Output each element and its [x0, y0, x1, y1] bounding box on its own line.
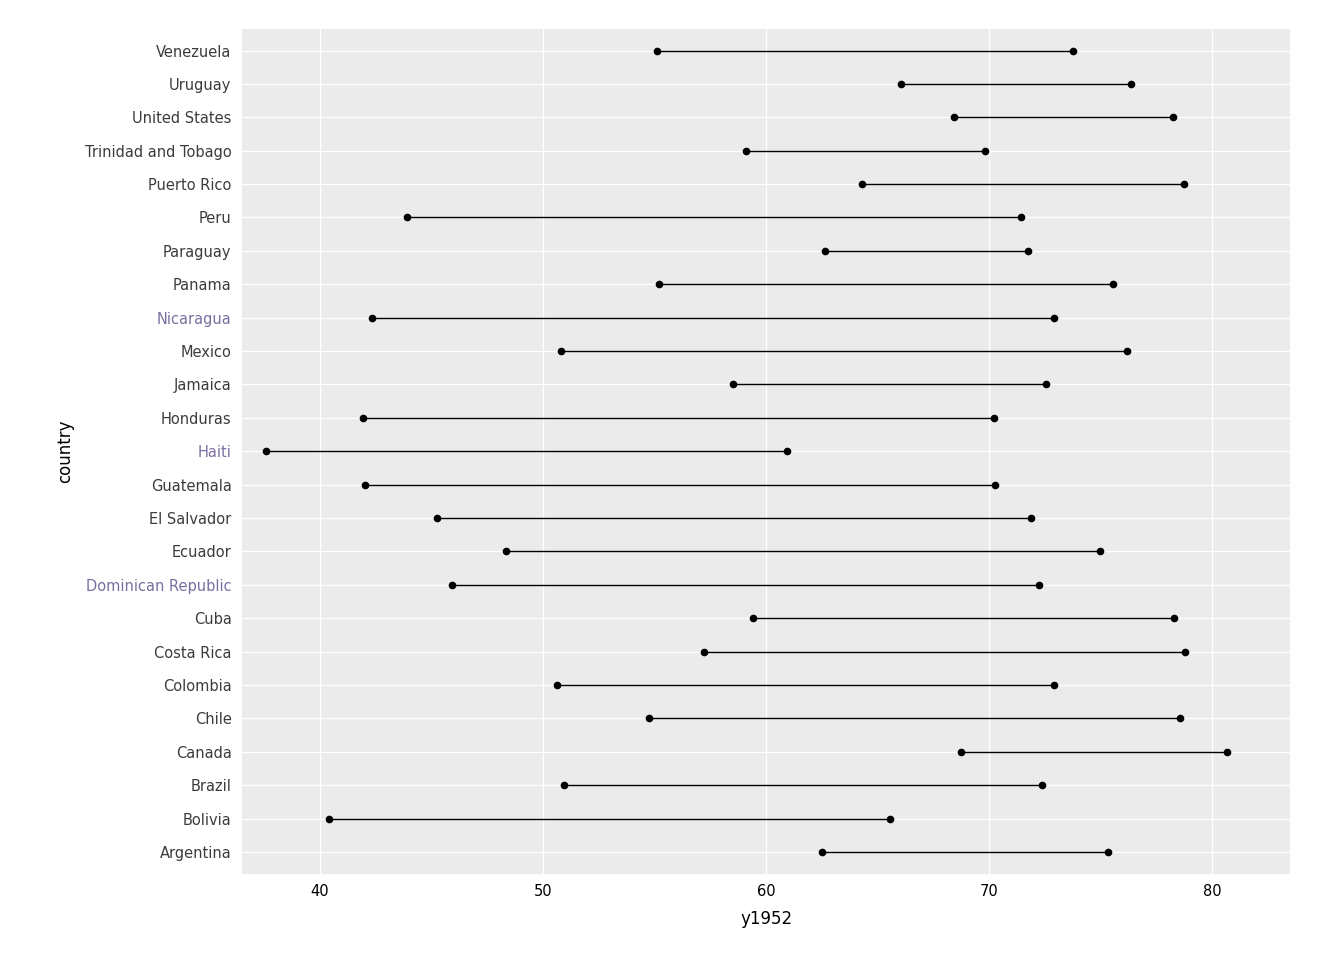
- X-axis label: y1952: y1952: [741, 910, 792, 928]
- Y-axis label: country: country: [55, 420, 74, 483]
